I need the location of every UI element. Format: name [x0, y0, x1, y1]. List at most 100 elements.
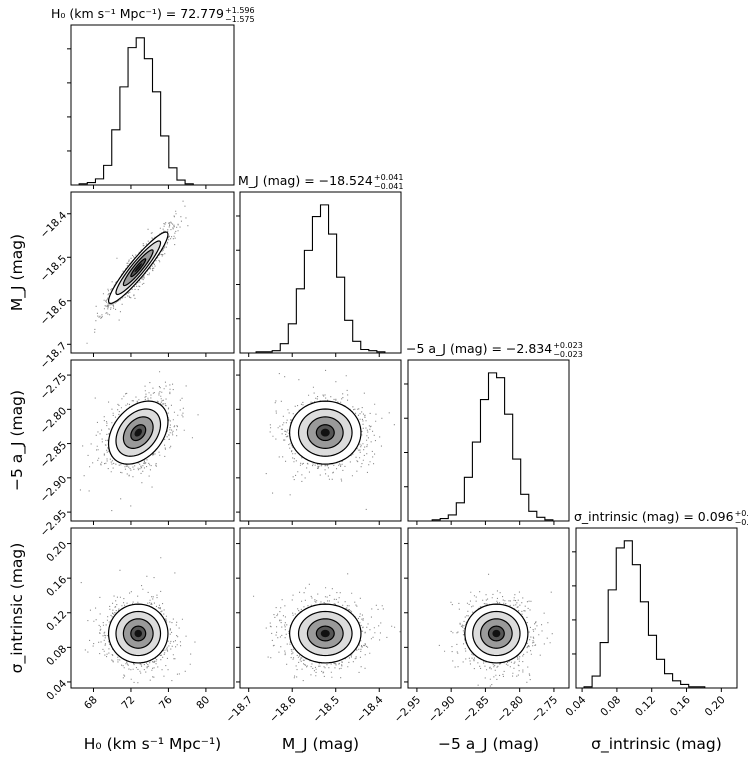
density-core: [320, 629, 330, 638]
panel-H0-vs-sigma: 68 72 76 80 0.04 0.08 0.12 0.16 0.20: [44, 527, 235, 712]
x-tick-label: 76: [157, 694, 175, 712]
x-tick-label: −18.5: [311, 694, 342, 725]
y-tick-label: −18.7: [38, 340, 69, 371]
y-axis-label-aJ: −5 a_J (mag): [8, 390, 27, 491]
panel-MJ-vs-aJ: [236, 359, 402, 525]
title-err-minus-aJ: −0.023: [553, 350, 583, 359]
contour-line: [115, 240, 162, 296]
contour-line: [289, 400, 362, 465]
contour-line: [130, 258, 147, 278]
y-tick-label: 0.16: [44, 574, 69, 599]
x-axis-label-MJ: M_J (mag): [282, 735, 359, 754]
x-tick-label: −2.85: [461, 694, 492, 725]
title-err-minus-H0: −1.575: [225, 15, 255, 24]
x-axis-label-aJ: −5 a_J (mag): [438, 735, 539, 754]
contour-line: [487, 625, 505, 642]
panel-H0-vs-aJ: −2.95−2.90 −2.85−2.80−2.75: [38, 359, 235, 539]
title-MJ: M_J (mag) = −18.524: [238, 173, 373, 188]
contour-line: [480, 618, 513, 649]
title-H0: H₀ (km s⁻¹ Mpc⁻¹) = 72.779: [51, 6, 224, 21]
y-tick-label: −18.4: [38, 209, 69, 240]
x-axis-label-H0: H₀ (km s⁻¹ Mpc⁻¹): [84, 735, 221, 753]
x-tick-label: 0.08: [598, 694, 623, 719]
histogram-MJ: [236, 191, 402, 357]
axis-labels: H₀ (km s⁻¹ Mpc⁻¹) M_J (mag) −5 a_J (mag) σ_…: [8, 234, 722, 754]
contour-line: [115, 610, 162, 657]
y-tick-label: −18.6: [38, 296, 69, 327]
title-err-plus-sigma: +0.018: [735, 509, 748, 518]
x-tick-label: −18.7: [224, 694, 255, 725]
x-tick-label: 68: [82, 694, 100, 712]
histogram-H0: [67, 24, 235, 189]
contour-line: [289, 603, 362, 664]
density-core: [492, 629, 501, 638]
y-tick-label: 0.20: [44, 539, 69, 564]
contour-line: [297, 408, 353, 457]
contour-line: [315, 424, 335, 442]
title-err-plus-H0: +1.596: [225, 6, 255, 15]
panel-frame: [575, 527, 738, 689]
y-tick-label: −18.5: [38, 253, 69, 284]
x-tick-label: 0.12: [633, 694, 658, 719]
contour-line: [122, 618, 154, 649]
contour-line: [122, 249, 154, 287]
panel-frame: [239, 359, 402, 522]
title-aJ: −5 a_J (mag) = −2.834: [406, 341, 552, 356]
panel-aJ-vs-sigma: −2.95 −2.90 −2.85 −2.80 −2.75: [392, 527, 570, 725]
x-tick-label: −2.80: [495, 694, 526, 725]
x-tick-label: 72: [119, 694, 137, 712]
title-err-minus-MJ: −0.041: [374, 182, 404, 191]
y-tick-label: 0.04: [44, 677, 69, 702]
y-axis-label-sigma: σ_intrinsic (mag): [8, 543, 27, 674]
contour-line: [107, 603, 169, 664]
panel-H0-vs-MJ: −18.7 −18.6 −18.5 −18.4: [38, 191, 235, 371]
hist-step-H0: [71, 37, 234, 186]
panel-frame: [70, 527, 235, 689]
y-tick-label: −2.95: [38, 508, 69, 539]
density-core: [134, 629, 142, 638]
histogram-aJ: [404, 359, 570, 525]
title-err-plus-MJ: +0.041: [374, 173, 404, 182]
panel-frame: [407, 527, 570, 689]
title-err-plus-aJ: +0.023: [553, 341, 583, 350]
contour-line: [122, 416, 154, 449]
density-core: [134, 428, 142, 437]
contour-line: [464, 603, 529, 664]
histogram-sigma: 0.04 0.08 0.12 0.16 0.20: [563, 527, 738, 719]
contour-line: [306, 416, 344, 449]
y-tick-label: −2.85: [38, 439, 69, 470]
panel-MJ-vs-sigma: −18.7 −18.6 −18.5 −18.4: [224, 527, 402, 725]
y-tick-label: −2.80: [38, 405, 69, 436]
x-tick-label: 0.04: [563, 694, 588, 719]
x-tick-label: 0.20: [703, 694, 728, 719]
panel-frame: [70, 191, 235, 354]
contour-line: [115, 408, 162, 457]
contour-line: [297, 610, 353, 657]
x-tick-label: −18.6: [267, 694, 298, 725]
panel-frame: [239, 191, 402, 354]
y-tick-label: −2.90: [38, 474, 69, 505]
panel-titles: H₀ (km s⁻¹ Mpc⁻¹) = 72.779 +1.596−1.575 M_…: [51, 6, 748, 527]
x-tick-label: −2.75: [529, 694, 560, 725]
y-tick-label: −2.75: [38, 371, 69, 402]
contour-line: [107, 400, 169, 465]
contour-line: [130, 424, 147, 442]
hist-step-MJ: [240, 204, 401, 354]
contour-line: [107, 231, 169, 304]
panel-frame: [239, 527, 402, 689]
contour-line: [306, 618, 344, 649]
y-tick-label: 0.08: [44, 643, 69, 668]
hist-step-sigma: [576, 540, 737, 689]
hist-step-aJ: [408, 372, 569, 522]
density-core: [134, 263, 142, 273]
contour-line: [472, 610, 521, 657]
title-err-minus-sigma: −0.016: [735, 518, 748, 527]
x-tick-label: −18.4: [354, 694, 385, 725]
title-sigma: σ_intrinsic (mag) = 0.096: [574, 509, 734, 524]
panel-frame: [70, 359, 235, 522]
y-axis-label-MJ: M_J (mag): [8, 234, 27, 311]
panel-frame: [70, 24, 235, 186]
contour-line: [130, 625, 147, 642]
x-tick-label: −2.95: [392, 694, 423, 725]
x-axis-label-sigma: σ_intrinsic (mag): [591, 735, 722, 754]
